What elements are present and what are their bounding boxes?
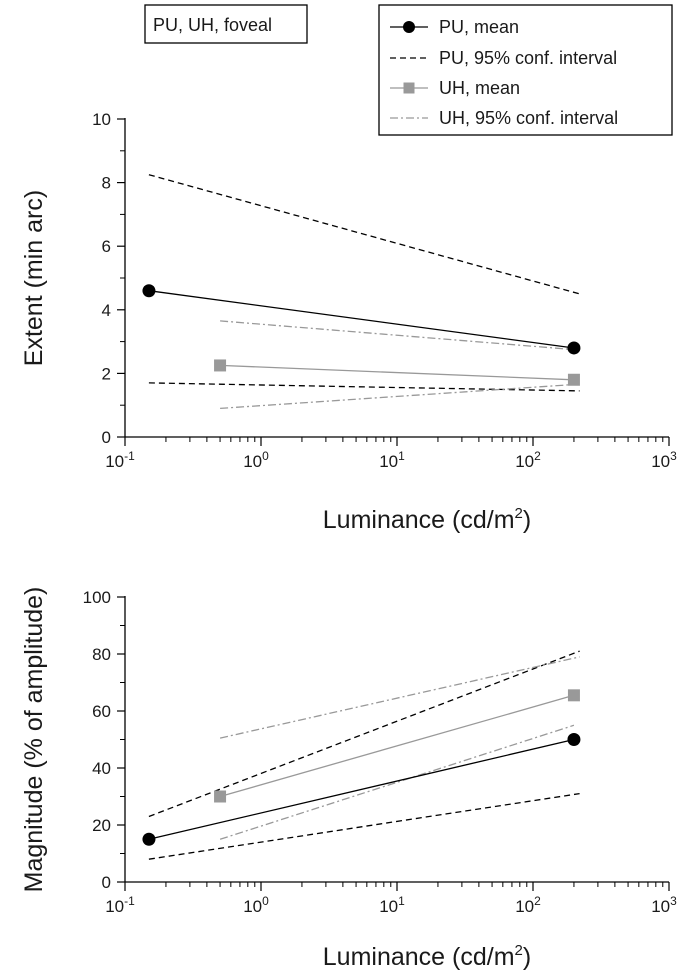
legend-marker-square <box>403 82 415 94</box>
y-tick-label: 2 <box>102 364 111 383</box>
y-axis-label: Extent (min arc) <box>20 190 48 366</box>
series-uh-mean <box>214 689 580 803</box>
x-tick-label: 102 <box>515 894 541 916</box>
series-line <box>148 382 580 392</box>
series-uh-95-conf-interval <box>220 383 574 410</box>
x-axis-label: Luminance (cd/m2) <box>323 942 531 971</box>
x-axis-label: Luminance (cd/m2) <box>323 505 531 534</box>
y-tick-label: 0 <box>102 428 111 447</box>
y-tick-label: 40 <box>92 759 111 778</box>
legend-label: PU, mean <box>439 17 519 37</box>
data-point-circle <box>142 832 156 846</box>
x-tick-label: 102 <box>515 449 541 471</box>
legend: PU, mean PU, 95% conf. interval UH, mean UH… <box>378 4 673 136</box>
series-line <box>219 724 575 840</box>
x-tick-label: 101 <box>379 894 405 916</box>
x-tick-label: 103 <box>651 449 677 471</box>
x-tick-label: 100 <box>243 449 269 471</box>
y-tick-label: 80 <box>92 645 111 664</box>
x-tick-label: 10-1 <box>105 449 135 471</box>
y-tick-label: 8 <box>102 174 111 193</box>
legend-label: UH, mean <box>439 78 520 98</box>
data-point-circle <box>567 733 581 746</box>
y-tick-label: 20 <box>92 816 111 835</box>
x-tick-label: 103 <box>651 894 677 916</box>
y-tick-label: 6 <box>102 237 111 256</box>
series-pu-95-conf-interval <box>148 792 580 860</box>
legend-item: UH, mean <box>390 78 520 98</box>
series-uh-95-conf-interval <box>219 656 580 739</box>
annotation-text: PU, UH, foveal <box>153 15 272 35</box>
series-line <box>220 383 574 410</box>
series-line <box>148 290 574 349</box>
magnitude-panel: 0 20 40 60 80 100 10-1 100 101 102 103 Luminance (c… <box>20 587 677 971</box>
series-pu-95-conf-interval <box>148 382 580 392</box>
y-tick-label: 60 <box>92 702 111 721</box>
annotation-box: PU, UH, foveal <box>144 4 308 44</box>
series-line <box>148 650 580 818</box>
legend-marker-circle <box>403 21 415 33</box>
series-line <box>148 174 580 295</box>
data-point-circle <box>142 284 156 298</box>
y-tick-label: 100 <box>83 588 111 607</box>
series-uh-95-conf-interval <box>220 320 574 351</box>
series-uh-95-conf-interval <box>219 724 575 840</box>
data-point-square <box>214 359 227 372</box>
series-line <box>219 656 580 739</box>
data-point-circle <box>567 341 581 355</box>
data-point-square <box>214 790 227 803</box>
series-line <box>220 320 574 351</box>
series-pu-mean <box>142 284 581 355</box>
legend-item: PU, mean <box>390 17 519 37</box>
y-tick-label: 0 <box>102 873 111 892</box>
x-tick-label: 101 <box>379 449 405 471</box>
y-tick-label: 4 <box>102 301 111 320</box>
x-tick-label: 100 <box>243 894 269 916</box>
series-uh-mean <box>214 359 580 386</box>
legend-label: UH, 95% conf. interval <box>439 108 618 128</box>
legend-label: PU, 95% conf. interval <box>439 48 617 68</box>
legend-item: PU, 95% conf. interval <box>390 48 617 68</box>
y-tick-label: 10 <box>92 110 111 129</box>
series-line <box>148 738 575 840</box>
series-line <box>220 364 574 381</box>
series-line <box>219 694 575 798</box>
y-axis-label: Magnitude (% of amplitude) <box>20 587 48 893</box>
legend-item: UH, 95% conf. interval <box>390 108 618 128</box>
series-pu-95-conf-interval <box>148 174 580 295</box>
extent-panel: 0 2 4 6 8 10 10-1 100 101 102 103 Luminance (cd/m2)… <box>20 110 677 534</box>
data-point-square <box>567 689 580 702</box>
series-pu-95-conf-interval <box>148 650 580 818</box>
x-tick-label: 10-1 <box>105 894 135 916</box>
series-pu-mean <box>142 733 581 846</box>
data-point-square <box>567 373 580 386</box>
series-line <box>148 792 580 860</box>
